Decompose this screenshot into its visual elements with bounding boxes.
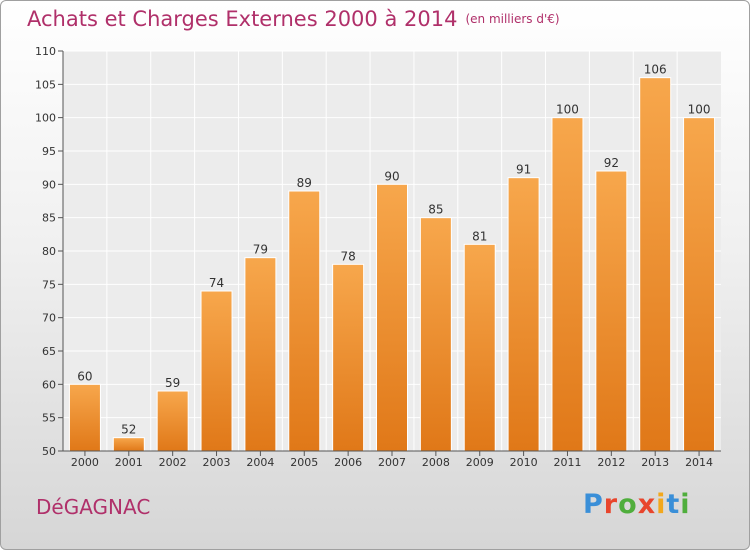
y-tick-label: 110	[35, 45, 56, 58]
x-tick-label-2010: 2010	[510, 456, 538, 469]
bar-2010	[507, 177, 540, 452]
bar-2003	[200, 290, 233, 452]
value-label-2000: 60	[77, 369, 92, 383]
logo-letter: i	[656, 489, 667, 520]
bar-2005	[288, 190, 321, 452]
bar-2012	[595, 170, 628, 452]
value-label-2008: 85	[428, 203, 443, 217]
bar-2006	[332, 263, 365, 452]
value-label-2002: 59	[165, 376, 180, 390]
x-tick-label-2000: 2000	[71, 456, 99, 469]
y-tick-label: 50	[42, 445, 56, 458]
x-tick-label-2007: 2007	[378, 456, 406, 469]
proxiti-logo: Proxiti	[583, 489, 691, 520]
x-tick-label-2012: 2012	[597, 456, 625, 469]
logo-letter: o	[618, 489, 638, 520]
logo-letter: i	[680, 489, 691, 520]
x-tick-label-2004: 2004	[246, 456, 274, 469]
y-tick-label: 55	[42, 412, 56, 425]
value-label-2013: 106	[644, 63, 667, 77]
value-label-2005: 89	[297, 176, 312, 190]
y-tick-label: 85	[42, 212, 56, 225]
x-tick-label-2011: 2011	[553, 456, 581, 469]
logo-letter: r	[603, 489, 619, 520]
x-tick-label-2006: 2006	[334, 456, 362, 469]
bar-2004	[244, 257, 277, 452]
value-label-2003: 74	[209, 276, 224, 290]
title-text: Achats et Charges Externes 2000 à 2014	[27, 7, 458, 31]
y-tick-label: 65	[42, 345, 56, 358]
commune-name: DéGAGNAC	[36, 495, 151, 519]
x-tick-label-2009: 2009	[466, 456, 494, 469]
value-label-2006: 78	[340, 249, 355, 263]
bar-2000	[68, 383, 101, 452]
y-tick-label: 95	[42, 145, 56, 158]
bar-2002	[156, 390, 189, 452]
logo-letter: t	[666, 489, 681, 520]
value-label-2010: 91	[516, 163, 531, 177]
y-tick-label: 105	[35, 78, 56, 91]
value-label-2001: 52	[121, 423, 136, 437]
y-tick-label: 60	[42, 378, 56, 391]
y-tick-label: 100	[35, 112, 56, 125]
value-label-2007: 90	[384, 169, 399, 183]
y-tick-label: 90	[42, 178, 56, 191]
chart-title: Achats et Charges Externes 2000 à 2014 (e…	[27, 7, 560, 31]
value-label-2004: 79	[253, 243, 268, 257]
y-tick-label: 75	[42, 278, 56, 291]
value-label-2012: 92	[604, 156, 619, 170]
y-tick-label: 80	[42, 245, 56, 258]
bar-2001	[112, 437, 145, 452]
logo-letter: x	[637, 489, 657, 520]
value-label-2009: 81	[472, 229, 487, 243]
bar-2011	[551, 117, 584, 452]
bar-2008	[419, 217, 452, 452]
x-tick-label-2003: 2003	[203, 456, 231, 469]
x-tick-label-2013: 2013	[641, 456, 669, 469]
x-tick-label-2002: 2002	[159, 456, 187, 469]
x-tick-label-2014: 2014	[685, 456, 713, 469]
x-tick-label-2008: 2008	[422, 456, 450, 469]
x-tick-label-2001: 2001	[115, 456, 143, 469]
bar-2013	[639, 77, 672, 452]
bar-2007	[376, 183, 408, 452]
units-label: (en milliers d'€)	[465, 12, 560, 26]
bar-2014	[683, 117, 716, 452]
x-tick-label-2005: 2005	[290, 456, 318, 469]
value-label-2011: 100	[556, 103, 579, 117]
bar-2009	[463, 243, 496, 452]
logo-letter: P	[583, 489, 604, 520]
y-tick-label: 70	[42, 312, 56, 325]
value-label-2014: 100	[688, 103, 711, 117]
